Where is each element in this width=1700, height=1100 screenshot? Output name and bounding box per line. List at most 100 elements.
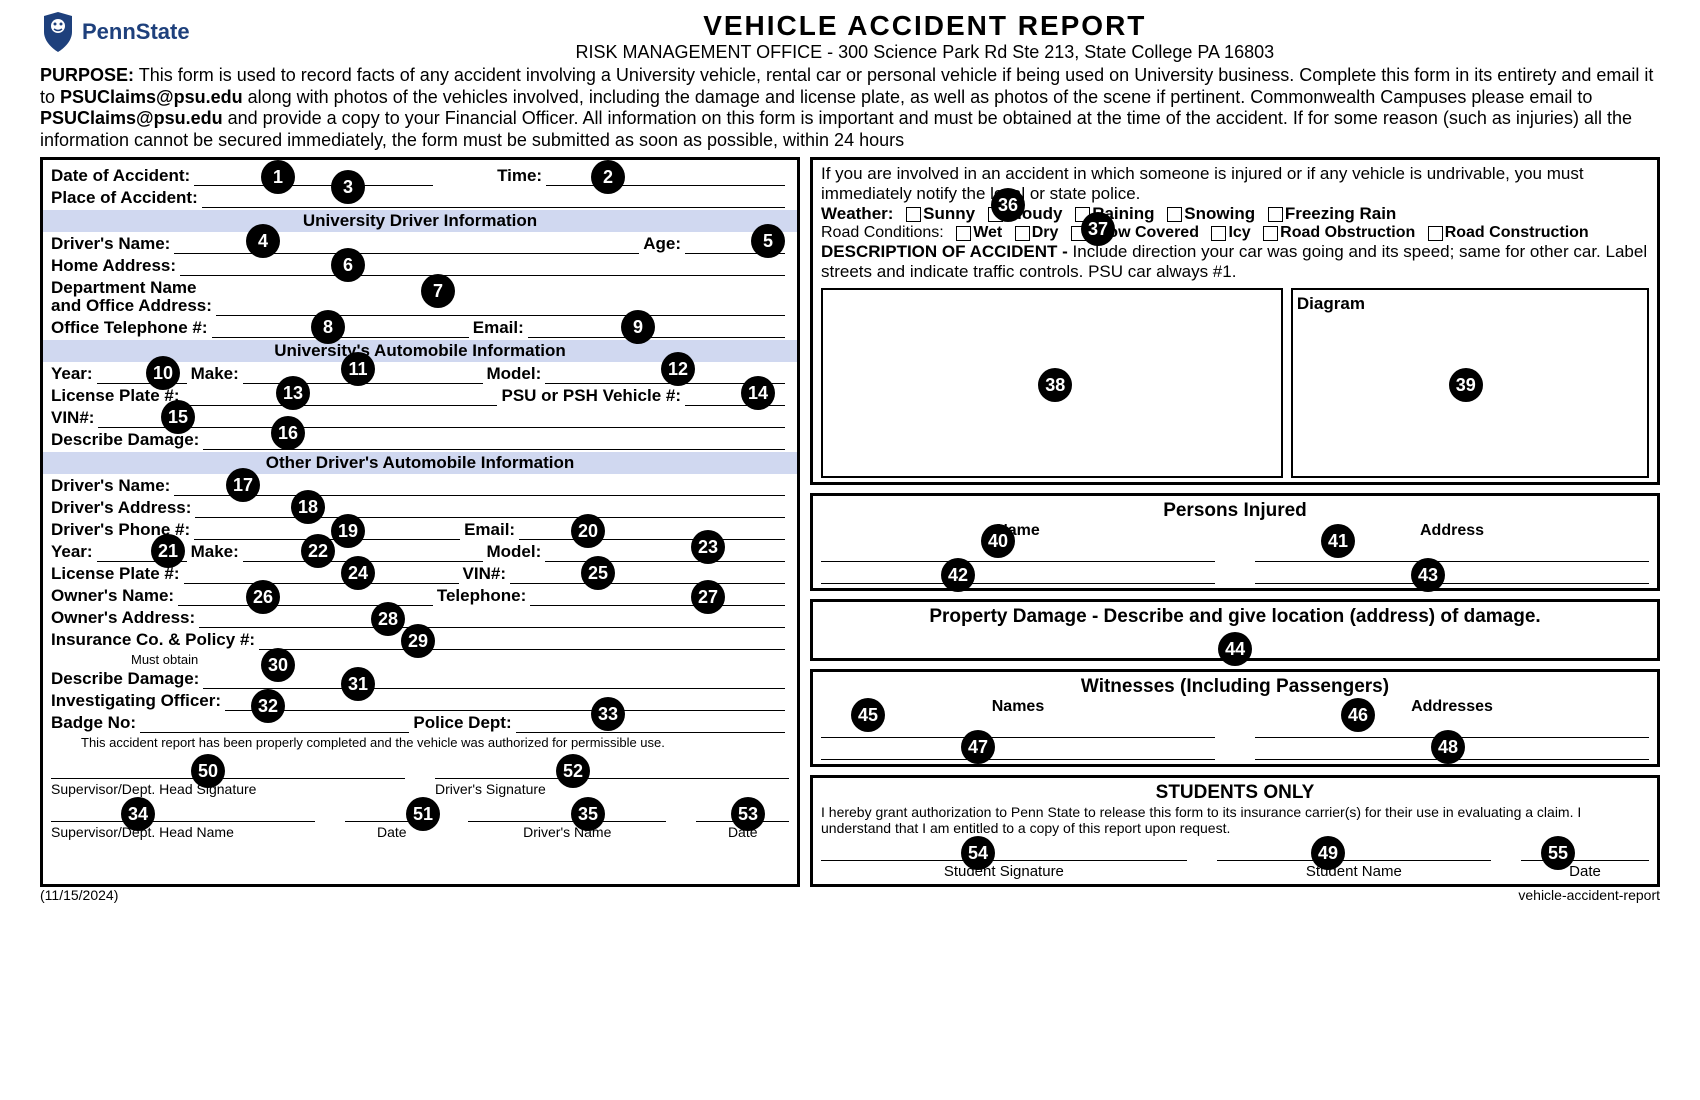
injured-addr-1[interactable]: [1255, 540, 1649, 562]
road-wet-checkbox[interactable]: [956, 226, 971, 241]
other-email-label: Email:: [464, 520, 515, 540]
insurance-field[interactable]: [259, 630, 785, 650]
owner-tel-field[interactable]: [530, 586, 785, 606]
description-area[interactable]: 38: [821, 288, 1283, 478]
other-make-label: Make:: [191, 542, 239, 562]
weather-freezing-checkbox[interactable]: [1268, 207, 1283, 222]
badge-39: 39: [1449, 368, 1483, 402]
other-vin-label: VIN#:: [463, 564, 506, 584]
sup-sig-label[interactable]: Supervisor/Dept. Head Signature: [51, 778, 405, 797]
email-label: Email:: [473, 318, 524, 338]
injured-header: Persons Injured: [821, 500, 1649, 522]
officer-label: Investigating Officer:: [51, 691, 221, 711]
badge-6: 6: [331, 248, 365, 282]
place-field[interactable]: [202, 188, 785, 208]
sup-name-label[interactable]: Supervisor/Dept. Head Name: [51, 821, 315, 840]
other-name-field[interactable]: [174, 476, 785, 496]
students-text: I hereby grant authorization to Penn Sta…: [821, 804, 1649, 836]
footer-filename: vehicle-accident-report: [1518, 887, 1660, 903]
road-construction-checkbox[interactable]: [1428, 226, 1443, 241]
students-box: STUDENTS ONLY I hereby grant authorizati…: [810, 775, 1660, 887]
property-header: Property Damage - Describe and give loca…: [821, 606, 1649, 628]
weather-snowing-checkbox[interactable]: [1167, 207, 1182, 222]
home-addr-label: Home Address:: [51, 256, 176, 276]
other-model-label: Model:: [487, 542, 542, 562]
witnesses-header: Witnesses (Including Passengers): [821, 676, 1649, 698]
insurance-label: Insurance Co. & Policy #:: [51, 630, 255, 650]
badge-15: 15: [161, 400, 195, 434]
badge-17: 17: [226, 468, 260, 502]
shield-icon: [40, 10, 76, 54]
email-field[interactable]: [528, 318, 785, 338]
badge-no-label: Badge No:: [51, 713, 136, 733]
home-addr-field[interactable]: [180, 256, 785, 276]
owner-addr-field[interactable]: [199, 608, 785, 628]
plate-field[interactable]: [184, 386, 498, 406]
police-field[interactable]: [516, 713, 785, 733]
witness-name-2[interactable]: [821, 738, 1215, 760]
vin-field[interactable]: [98, 408, 785, 428]
purpose-label: PURPOSE:: [40, 65, 134, 85]
vin-label: VIN#:: [51, 408, 94, 428]
psu-vehicle-label: PSU or PSH Vehicle #:: [501, 386, 681, 406]
footer-date: (11/15/2024): [40, 887, 118, 903]
student-date-label[interactable]: Date: [1521, 860, 1649, 880]
other-damage-label: Describe Damage:: [51, 669, 199, 689]
injured-name-1[interactable]: [821, 540, 1215, 562]
age-label: Age:: [643, 234, 681, 254]
injured-name-2[interactable]: [821, 562, 1215, 584]
date-field[interactable]: [194, 166, 433, 186]
office-addr-field[interactable]: [216, 296, 785, 316]
student-sig-label[interactable]: Student Signature: [821, 860, 1187, 880]
witness-names-header: Names: [992, 698, 1044, 715]
weather-sunny-checkbox[interactable]: [906, 207, 921, 222]
insurance-note: Must obtain: [131, 652, 198, 667]
police-label: Police Dept:: [413, 713, 511, 733]
model-label: Model:: [487, 364, 542, 384]
injured-box: Persons Injured 40 41 42 43 Name Address: [810, 493, 1660, 591]
officer-field[interactable]: [225, 691, 785, 711]
badge-10: 10: [146, 356, 180, 390]
drv-name-label[interactable]: Driver's Name: [468, 821, 666, 840]
badge-44: 44: [1218, 632, 1252, 666]
road-icy-checkbox[interactable]: [1211, 226, 1226, 241]
other-vin-field[interactable]: [510, 564, 785, 584]
injured-addr-header: Address: [1420, 522, 1484, 539]
badge-38: 38: [1038, 368, 1072, 402]
diagram-area[interactable]: Diagram 39: [1291, 288, 1649, 478]
year-label: Year:: [51, 364, 93, 384]
other-email-field[interactable]: [519, 520, 785, 540]
badge-8: 8: [311, 310, 345, 344]
witness-addrs-header: Addresses: [1411, 698, 1493, 715]
weather-label: Weather:: [821, 204, 893, 223]
injured-addr-2[interactable]: [1255, 562, 1649, 584]
badge-9: 9: [621, 310, 655, 344]
dept-label: Department Name: [51, 278, 197, 298]
date-label: Date of Accident:: [51, 166, 190, 186]
owner-tel-label: Telephone:: [437, 586, 526, 606]
notice-text: If you are involved in an accident in wh…: [821, 164, 1649, 204]
driver-name-label: Driver's Name:: [51, 234, 170, 254]
student-name-label[interactable]: Student Name: [1217, 860, 1491, 880]
owner-addr-label: Owner's Address:: [51, 608, 195, 628]
drv-sig-label[interactable]: Driver's Signature: [435, 778, 789, 797]
other-addr-label: Driver's Address:: [51, 498, 191, 518]
badge-42: 42: [941, 558, 975, 592]
time-field[interactable]: [546, 166, 785, 186]
badge-22: 22: [301, 534, 335, 568]
owner-name-label: Owner's Name:: [51, 586, 174, 606]
time-label: Time:: [497, 166, 542, 186]
other-addr-field[interactable]: [195, 498, 785, 518]
pennstate-logo: PennState: [40, 10, 190, 54]
certification-text: This accident report has been properly c…: [81, 735, 789, 750]
other-name-label: Driver's Name:: [51, 476, 170, 496]
road-label: Road Conditions:: [821, 224, 944, 241]
road-dry-checkbox[interactable]: [1015, 226, 1030, 241]
other-plate-label: License Plate #:: [51, 564, 180, 584]
witnesses-box: Witnesses (Including Passengers) 45 46 4…: [810, 669, 1660, 767]
other-year-label: Year:: [51, 542, 93, 562]
page-title: VEHICLE ACCIDENT REPORT: [190, 10, 1660, 42]
page-subtitle: RISK MANAGEMENT OFFICE - 300 Science Par…: [190, 42, 1660, 63]
driver-name-field[interactable]: [174, 234, 639, 254]
road-obstruction-checkbox[interactable]: [1263, 226, 1278, 241]
